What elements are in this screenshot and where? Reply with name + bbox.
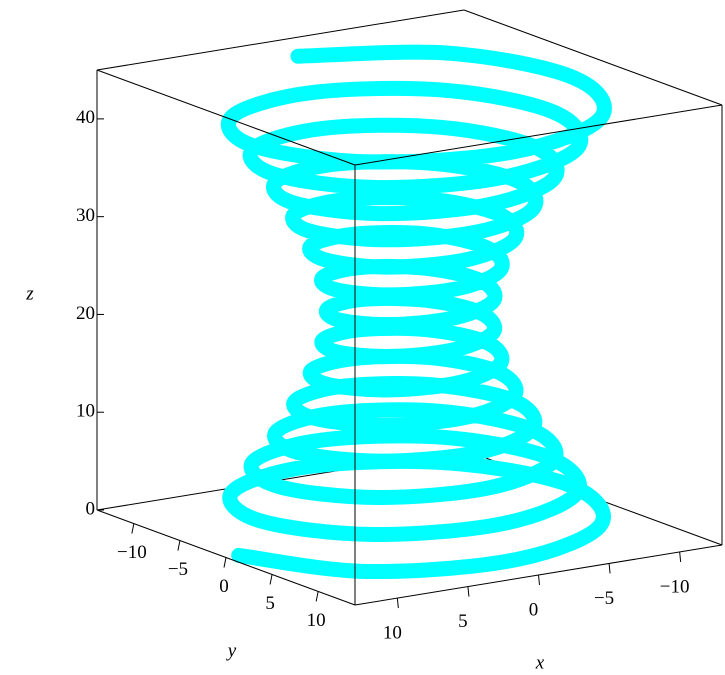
- x-tick: [679, 551, 682, 562]
- z-tick-label: 10: [76, 401, 95, 422]
- x-tick: [396, 598, 399, 609]
- y-tick-label: −5: [168, 559, 188, 580]
- y-tick-label: −10: [117, 542, 147, 563]
- z-axis-label: z: [25, 283, 34, 304]
- x-axis-label: x: [535, 652, 545, 673]
- box-edge: [463, 9, 723, 106]
- x-tick: [467, 586, 470, 597]
- y-tick-label: 0: [219, 576, 229, 597]
- z-tick-label: 40: [76, 107, 95, 128]
- x-tick: [608, 563, 611, 574]
- x-tick: [538, 574, 540, 586]
- y-tick: [315, 591, 319, 602]
- x-tick-label: −10: [660, 576, 690, 597]
- box-edge: [96, 69, 356, 166]
- x-tick-label: 5: [458, 611, 468, 632]
- y-tick: [177, 540, 181, 551]
- z-tick-label: 30: [76, 205, 95, 226]
- space-curve: [220, 44, 612, 580]
- box-edge: [96, 9, 465, 71]
- y-tick: [223, 557, 227, 568]
- x-tick-label: 0: [529, 599, 539, 620]
- box-edge: [354, 104, 723, 166]
- y-axis-label: y: [226, 640, 237, 661]
- y-tick-label: 10: [307, 610, 326, 631]
- x-tick-label: −5: [594, 588, 614, 609]
- z-tick-label: 0: [86, 498, 96, 519]
- z-tick-label: 20: [76, 303, 95, 324]
- x-tick-label: 10: [383, 622, 402, 643]
- y-tick-label: 5: [265, 593, 275, 614]
- y-tick: [131, 523, 135, 534]
- y-tick: [269, 574, 273, 585]
